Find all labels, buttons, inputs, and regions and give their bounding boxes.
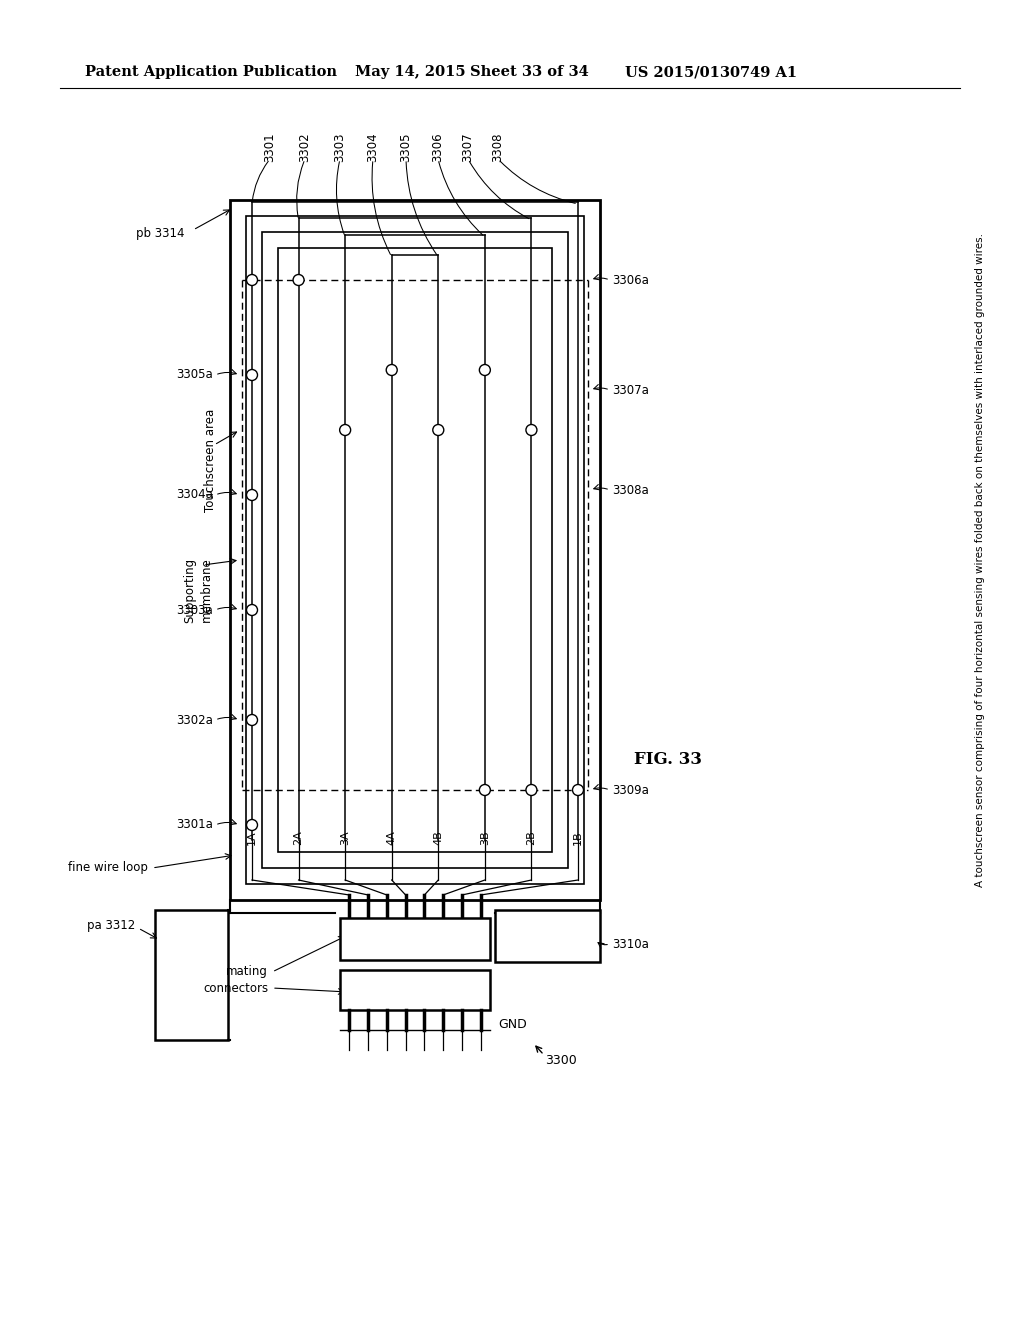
Text: 1B: 1B <box>573 830 583 845</box>
Text: 4A: 4A <box>387 830 396 845</box>
Circle shape <box>247 370 257 380</box>
Text: May 14, 2015: May 14, 2015 <box>355 65 466 79</box>
Text: pa 3312: pa 3312 <box>87 919 135 932</box>
Bar <box>340 970 490 1010</box>
Circle shape <box>247 714 257 726</box>
Circle shape <box>526 425 537 436</box>
Circle shape <box>572 784 584 796</box>
Text: 3302a: 3302a <box>176 714 213 726</box>
Circle shape <box>479 784 490 796</box>
Circle shape <box>433 425 443 436</box>
Bar <box>230 201 600 900</box>
Circle shape <box>247 820 257 830</box>
Text: 3303: 3303 <box>334 132 346 162</box>
Text: 1A: 1A <box>247 830 257 845</box>
Bar <box>262 232 568 869</box>
Text: 3309a: 3309a <box>612 784 649 796</box>
Bar <box>278 248 552 851</box>
Circle shape <box>293 275 304 285</box>
Text: 3308: 3308 <box>492 132 505 162</box>
Circle shape <box>247 605 257 615</box>
Text: A touchscreen sensor comprising of four horizontal sensing wires folded back on : A touchscreen sensor comprising of four … <box>975 234 985 887</box>
Text: 3302: 3302 <box>299 132 311 162</box>
Text: 3307a: 3307a <box>612 384 649 396</box>
Bar <box>246 216 584 884</box>
Text: Patent Application Publication: Patent Application Publication <box>85 65 337 79</box>
Text: mating
connectors: mating connectors <box>203 965 268 994</box>
Text: 3308a: 3308a <box>612 483 649 496</box>
Text: 4B: 4B <box>433 830 443 845</box>
Text: fine wire loop: fine wire loop <box>69 862 148 874</box>
Text: 3305a: 3305a <box>176 368 213 381</box>
Text: 3306: 3306 <box>431 132 444 162</box>
Text: 3306a: 3306a <box>612 273 649 286</box>
Text: 2B: 2B <box>526 830 537 845</box>
Text: 3B: 3B <box>480 830 489 845</box>
Text: pb 3314: pb 3314 <box>136 227 185 239</box>
Circle shape <box>526 784 537 796</box>
Bar <box>495 909 600 962</box>
Text: Touchscreen area: Touchscreen area <box>204 408 216 512</box>
Circle shape <box>340 425 350 436</box>
Text: Sheet 33 of 34: Sheet 33 of 34 <box>470 65 589 79</box>
Text: 3300: 3300 <box>545 1053 577 1067</box>
Circle shape <box>479 364 490 375</box>
Text: 2A: 2A <box>294 830 303 845</box>
Text: 3304: 3304 <box>367 132 380 162</box>
Text: US 2015/0130749 A1: US 2015/0130749 A1 <box>625 65 797 79</box>
Text: 3305: 3305 <box>399 132 413 162</box>
Text: Supporting
membrane: Supporting membrane <box>183 557 213 623</box>
Text: 3A: 3A <box>340 830 350 845</box>
Circle shape <box>247 275 257 285</box>
Circle shape <box>247 490 257 500</box>
Circle shape <box>386 364 397 375</box>
Text: GND: GND <box>498 1019 526 1031</box>
Bar <box>340 917 490 960</box>
Text: 3310a: 3310a <box>612 939 649 952</box>
Text: 3301a: 3301a <box>176 818 213 832</box>
Text: 3304a: 3304a <box>176 488 213 502</box>
Bar <box>155 909 228 1040</box>
Text: FIG. 33: FIG. 33 <box>634 751 702 768</box>
Text: 3303a: 3303a <box>176 603 213 616</box>
Text: 3307: 3307 <box>462 132 474 162</box>
Text: 3301: 3301 <box>263 132 276 162</box>
